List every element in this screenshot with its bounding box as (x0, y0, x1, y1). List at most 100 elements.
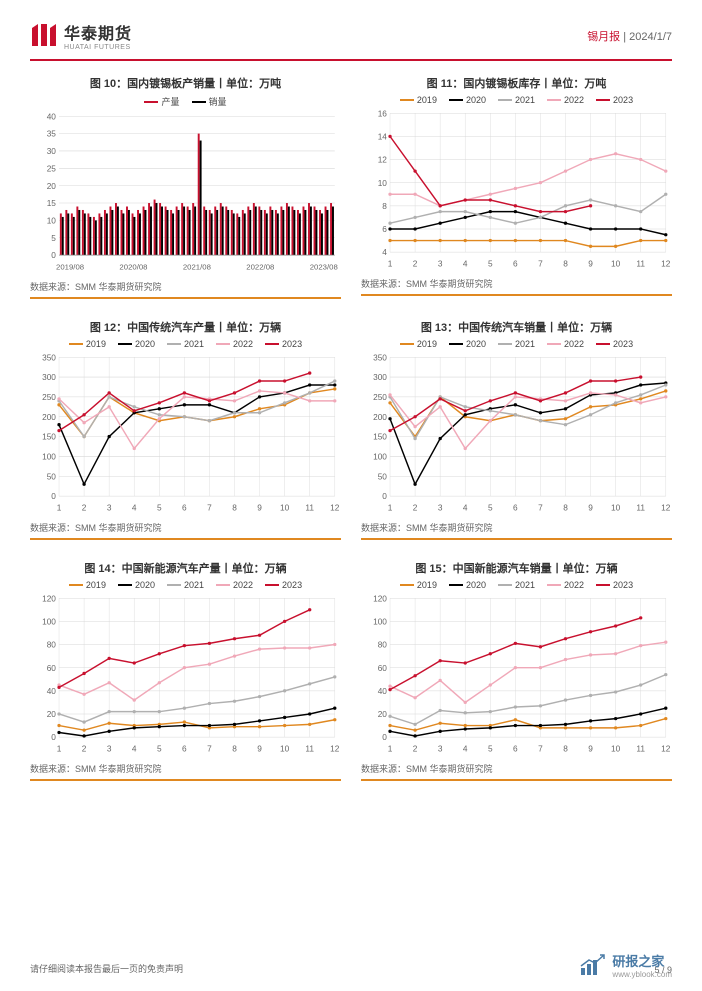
svg-text:15: 15 (47, 198, 57, 208)
svg-text:9: 9 (257, 502, 262, 512)
svg-text:9: 9 (588, 743, 593, 753)
chart-13-legend: 20192020202120222023 (361, 337, 672, 351)
svg-text:20: 20 (47, 709, 57, 719)
svg-text:30: 30 (47, 146, 57, 156)
chart-12-legend: 20192020202120222023 (30, 337, 341, 351)
svg-text:6: 6 (513, 259, 518, 269)
report-type: 锡月报 (587, 31, 620, 43)
svg-text:0: 0 (382, 732, 387, 742)
svg-text:200: 200 (42, 412, 56, 422)
chart-14-title: 图 14：中国新能源汽车产量丨单位：万辆 (30, 556, 341, 578)
svg-text:0: 0 (51, 250, 56, 260)
chart-15-source: 数据来源：SMM 华泰期货研究院 (361, 758, 672, 777)
svg-text:2023/08: 2023/08 (310, 263, 338, 272)
svg-text:3: 3 (438, 259, 443, 269)
svg-text:12: 12 (330, 502, 340, 512)
svg-text:1: 1 (57, 743, 62, 753)
huatai-logo-icon (30, 22, 58, 50)
svg-text:3: 3 (438, 743, 443, 753)
svg-text:8: 8 (232, 743, 237, 753)
svg-text:20: 20 (378, 709, 388, 719)
chart-10-legend: 产量销量 (30, 93, 341, 110)
svg-text:6: 6 (182, 743, 187, 753)
svg-text:2: 2 (413, 259, 418, 269)
svg-text:1: 1 (57, 502, 62, 512)
svg-text:2: 2 (413, 502, 418, 512)
svg-text:11: 11 (636, 743, 645, 753)
svg-text:0: 0 (382, 491, 387, 501)
svg-text:11: 11 (305, 502, 314, 512)
watermark-icon (580, 954, 606, 976)
svg-text:9: 9 (257, 743, 262, 753)
charts-grid: 图 10：国内镀锡板产销量丨单位：万吨 产量销量 051015202530354… (0, 71, 702, 787)
svg-text:10: 10 (611, 259, 621, 269)
chart-15-title: 图 15：中国新能源汽车销量丨单位：万辆 (361, 556, 672, 578)
svg-text:2: 2 (82, 502, 87, 512)
svg-text:7: 7 (538, 743, 543, 753)
chart-10-source: 数据来源：SMM 华泰期货研究院 (30, 276, 341, 295)
chart-11-source: 数据来源：SMM 华泰期货研究院 (361, 273, 672, 292)
chart-14-source: 数据来源：SMM 华泰期货研究院 (30, 758, 341, 777)
svg-text:350: 350 (42, 352, 56, 362)
chart-15-cell: 图 15：中国新能源汽车销量丨单位：万辆 2019202020212022202… (361, 556, 672, 787)
chart-10-title: 图 10：国内镀锡板产销量丨单位：万吨 (30, 71, 341, 93)
chart-13-svg: 050100150200250300350123456789101112 (361, 351, 672, 517)
svg-text:25: 25 (47, 163, 57, 173)
svg-text:300: 300 (42, 372, 56, 382)
svg-text:3: 3 (107, 502, 112, 512)
header-underline (30, 59, 672, 61)
chart-10-svg: 05101520253035402019/082020/082021/08202… (30, 110, 341, 276)
chart-14-legend: 20192020202120222023 (30, 578, 341, 592)
chart-11-legend: 20192020202120222023 (361, 93, 672, 107)
svg-text:3: 3 (438, 502, 443, 512)
logo-en: HUATAI FUTURES (64, 44, 132, 51)
header-meta: 锡月报 | 2024/1/7 (587, 28, 672, 44)
svg-text:10: 10 (378, 178, 388, 188)
chart-13-title: 图 13：中国传统汽车销量丨单位：万辆 (361, 315, 672, 337)
chart-10-cell: 图 10：国内镀锡板产销量丨单位：万吨 产量销量 051015202530354… (30, 71, 341, 305)
svg-text:1: 1 (388, 502, 393, 512)
svg-text:4: 4 (382, 247, 387, 257)
svg-text:12: 12 (661, 502, 671, 512)
svg-text:4: 4 (132, 743, 137, 753)
svg-text:5: 5 (157, 743, 162, 753)
footer: 请仔细阅读本报告最后一页的免责声明 5 / 9 (30, 962, 672, 975)
svg-text:12: 12 (330, 743, 340, 753)
svg-text:80: 80 (378, 639, 388, 649)
svg-text:40: 40 (378, 686, 388, 696)
svg-text:250: 250 (373, 392, 387, 402)
chart-15-svg: 020406080100120123456789101112 (361, 592, 672, 758)
page-header: 华泰期货 HUATAI FUTURES 锡月报 | 2024/1/7 (0, 0, 702, 59)
watermark-url: www.yblook.com (612, 970, 672, 979)
svg-text:10: 10 (47, 216, 57, 226)
chart-12-title: 图 12：中国传统汽车产量丨单位：万辆 (30, 315, 341, 337)
chart-12-cell: 图 12：中国传统汽车产量丨单位：万辆 20192020202120222023… (30, 315, 341, 546)
svg-text:5: 5 (488, 259, 493, 269)
svg-text:100: 100 (42, 451, 56, 461)
svg-text:10: 10 (280, 743, 290, 753)
svg-text:4: 4 (463, 743, 468, 753)
svg-text:9: 9 (588, 259, 593, 269)
divider (30, 297, 341, 299)
svg-text:100: 100 (373, 616, 387, 626)
svg-text:7: 7 (207, 743, 212, 753)
chart-11-title: 图 11：国内镀锡板库存丨单位：万吨 (361, 71, 672, 93)
svg-text:4: 4 (463, 259, 468, 269)
svg-text:250: 250 (42, 392, 56, 402)
watermark: 研报之家 www.yblook.com (580, 951, 672, 979)
svg-text:5: 5 (488, 502, 493, 512)
chart-14-cell: 图 14：中国新能源汽车产量丨单位：万辆 2019202020212022202… (30, 556, 341, 787)
logo-block: 华泰期货 HUATAI FUTURES (30, 20, 132, 51)
svg-text:5: 5 (488, 743, 493, 753)
svg-text:35: 35 (47, 129, 57, 139)
chart-15-legend: 20192020202120222023 (361, 578, 672, 592)
svg-text:120: 120 (42, 593, 56, 603)
svg-text:6: 6 (513, 502, 518, 512)
watermark-cn: 研报之家 (612, 951, 672, 970)
svg-text:300: 300 (373, 372, 387, 382)
chart-11-svg: 46810121416123456789101112 (361, 107, 672, 273)
logo-cn: 华泰期货 (64, 20, 132, 44)
svg-text:1: 1 (388, 743, 393, 753)
svg-text:0: 0 (51, 491, 56, 501)
chart-11-cell: 图 11：国内镀锡板库存丨单位：万吨 20192020202120222023 … (361, 71, 672, 305)
